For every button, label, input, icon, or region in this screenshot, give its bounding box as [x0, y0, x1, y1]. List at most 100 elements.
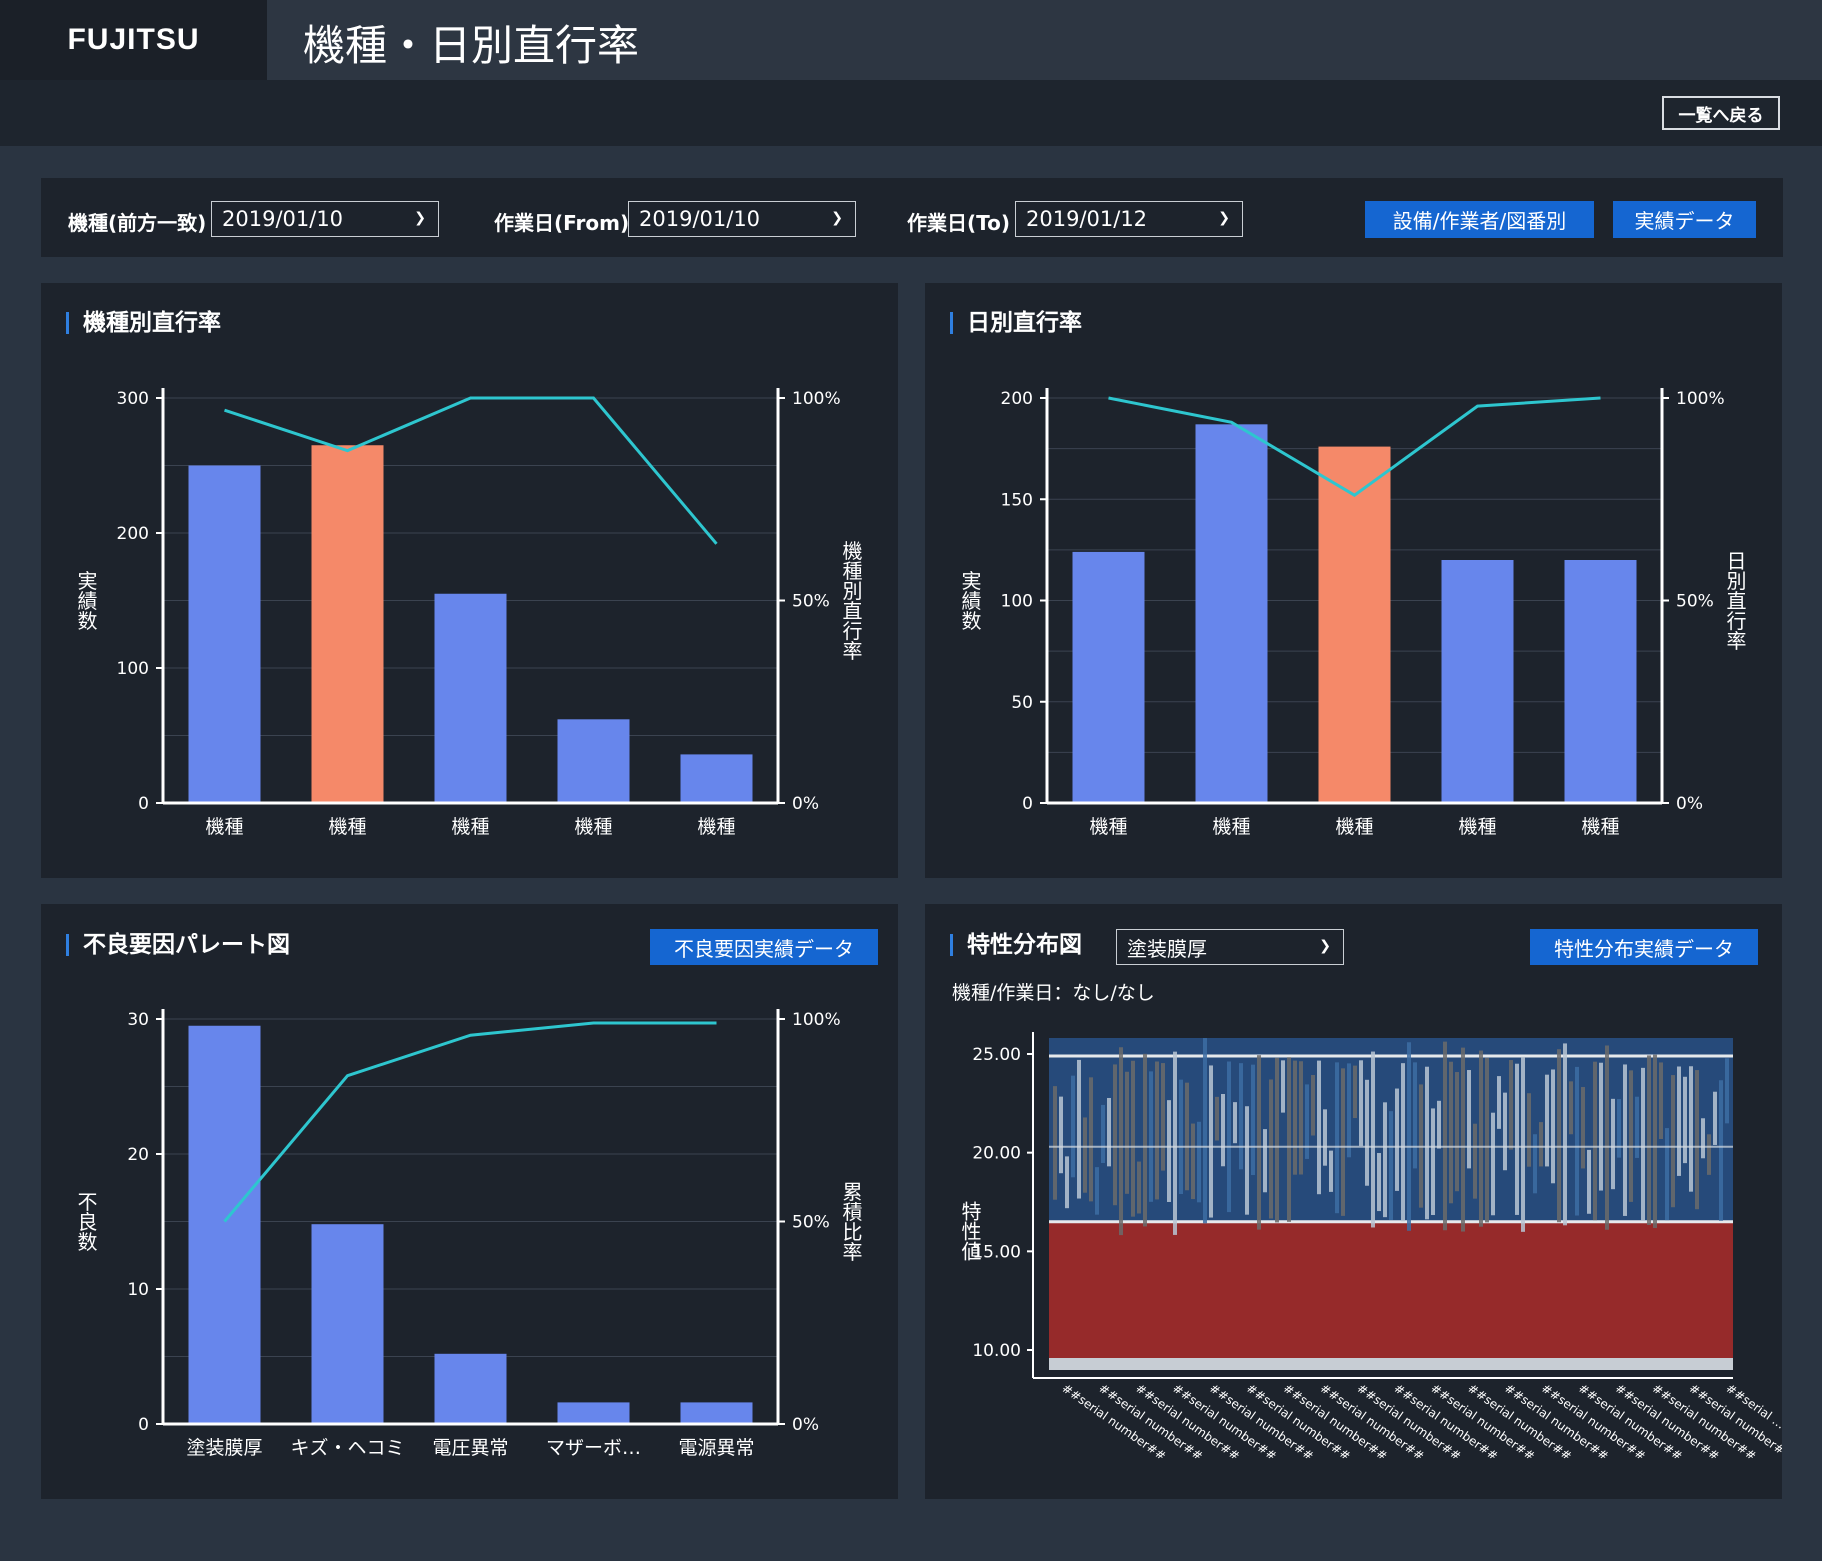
daily-rate-chart: 0 50 100 150 200 0% 50% 100% 機種 機種 機種 機種 機種 実績数 日別直行率 [958, 388, 1747, 838]
characteristic-value: 塗装膜厚 [1127, 936, 1207, 961]
heatmap-streak [1257, 1055, 1261, 1230]
heatmap-streak [1689, 1066, 1693, 1192]
x-tick-label: 機種 [1458, 816, 1496, 838]
heatmap-streak [1197, 1121, 1201, 1203]
characteristic-select[interactable]: 塗装膜厚 ❯ [1116, 929, 1344, 965]
heatmap-streak [1263, 1129, 1267, 1193]
heatmap-streak [1383, 1102, 1387, 1218]
x-tick-label: 機種 [697, 816, 735, 838]
bar [1318, 446, 1391, 803]
y-axis-label: 実績数 [74, 570, 98, 630]
heatmap-streak [1671, 1075, 1675, 1208]
from-date-select[interactable]: 2019/01/10 ❯ [628, 201, 856, 237]
chevron-down-icon: ❯ [831, 210, 843, 226]
to-date-select[interactable]: 2019/01/12 ❯ [1015, 201, 1243, 237]
heatmap-streak [1167, 1100, 1171, 1202]
chevron-down-icon: ❯ [1218, 210, 1230, 226]
y2-tick-label: 0% [1676, 794, 1703, 814]
y-tick-label: 15.00 [972, 1242, 1021, 1262]
heatmap-streak [1053, 1086, 1057, 1200]
x-tick-label: 機種 [1335, 816, 1373, 838]
heatmap-streak [1269, 1079, 1273, 1219]
heatmap-streak [1359, 1060, 1363, 1146]
heatmap-streak [1143, 1053, 1147, 1227]
heatmap-streak [1431, 1108, 1435, 1216]
heatmap-streak [1341, 1068, 1345, 1216]
heatmap-streak [1611, 1098, 1615, 1190]
y2-tick-label: 0% [792, 1415, 819, 1435]
heatmap-streak [1545, 1074, 1549, 1167]
heatmap-streak [1683, 1076, 1687, 1164]
distribution-subtitle: 機種/作業日：なし/なし [952, 982, 1155, 1004]
heatmap-streak [1497, 1076, 1501, 1129]
bar [188, 1025, 261, 1424]
heatmap-streak [1155, 1061, 1159, 1200]
bar [1441, 560, 1514, 803]
heatmap-streak [1293, 1060, 1297, 1175]
heatmap-streak [1215, 1096, 1219, 1141]
brand-logo: FUJITSU [0, 0, 267, 80]
results-data-button[interactable]: 実績データ [1613, 201, 1756, 238]
defect-data-button[interactable]: 不良要因実績データ [650, 929, 878, 965]
heatmap-streak [1581, 1087, 1585, 1169]
heatmap-streak [1551, 1069, 1555, 1184]
heatmap-streak [1461, 1047, 1465, 1232]
heatmap-streak [1071, 1075, 1075, 1178]
y-tick-label: 150 [1001, 490, 1033, 510]
bar [434, 1353, 507, 1424]
bar [311, 445, 384, 803]
heatmap-streak [1449, 1061, 1453, 1204]
x-tick-label: 機種 [1089, 816, 1127, 838]
y-tick-label: 100 [1001, 592, 1033, 612]
x-tick-label: 機種 [205, 816, 243, 838]
x-tick-label: マザーボ… [546, 1437, 641, 1459]
bar [557, 1402, 630, 1424]
y2-axis-label: 累積比率 [839, 1182, 863, 1262]
heatmap-streak [1515, 1063, 1519, 1215]
heatmap-streak [1077, 1059, 1081, 1199]
heatmap-streak [1659, 1062, 1663, 1140]
y2-tick-label: 100% [792, 389, 841, 409]
heatmap-streak [1221, 1093, 1225, 1167]
heatmap-streak [1281, 1060, 1285, 1113]
model-filter-select[interactable]: 2019/01/10 ❯ [211, 201, 439, 237]
heatmap-bottom-strip [1049, 1358, 1733, 1370]
bar [434, 593, 507, 803]
heatmap-streak [1275, 1057, 1279, 1223]
y-tick-label: 300 [117, 389, 149, 409]
heatmap-streak [1437, 1100, 1441, 1149]
distribution-data-button[interactable]: 特性分布実績データ [1530, 929, 1758, 965]
y-tick-label: 25.00 [972, 1045, 1021, 1065]
heatmap-streak [1599, 1062, 1603, 1191]
heatmap-streak [1371, 1051, 1375, 1228]
y-axis-label: 実績数 [958, 570, 982, 630]
chevron-down-icon: ❯ [1319, 938, 1331, 954]
heatmap-streak [1299, 1061, 1303, 1175]
y-tick-label: 20.00 [972, 1144, 1021, 1164]
heatmap-streak [1125, 1071, 1129, 1194]
heatmap-streak [1641, 1067, 1645, 1221]
y-tick-label: 20 [127, 1145, 149, 1165]
equipment-breakdown-button[interactable]: 設備/作業者/図番別 [1365, 201, 1594, 238]
heatmap-streak [1407, 1042, 1411, 1231]
heatmap-streak [1317, 1060, 1321, 1195]
heatmap-streak [1107, 1097, 1111, 1167]
page-title: 機種・日別直行率 [303, 21, 640, 70]
x-tick-label: 機種 [451, 816, 489, 838]
y-tick-label: 0 [1022, 794, 1033, 814]
heatmap-streak [1725, 1058, 1729, 1124]
heatmap-streak [1719, 1080, 1723, 1221]
heatmap-streak [1113, 1064, 1117, 1206]
bar [1072, 551, 1145, 803]
model-rate-panel: 機種別直行率 0 100 200 300 0% 50% 100% 機種 機種 機種 機種 機種 実績数 機… [41, 283, 898, 878]
rate-line [224, 396, 718, 545]
x-tick-label: 機種 [574, 816, 612, 838]
heatmap-streak [1245, 1106, 1249, 1215]
back-to-list-button[interactable]: 一覧へ戻る [1662, 96, 1780, 130]
heatmap-streak [1713, 1091, 1717, 1145]
heatmap-streak [1401, 1063, 1405, 1222]
bar [680, 754, 753, 803]
x-tick-label: 機種 [1581, 816, 1619, 838]
model-rate-chart: 0 100 200 300 0% 50% 100% 機種 機種 機種 機種 機種 実績数 機種別直行率 [74, 388, 863, 838]
action-bar [0, 80, 1822, 146]
